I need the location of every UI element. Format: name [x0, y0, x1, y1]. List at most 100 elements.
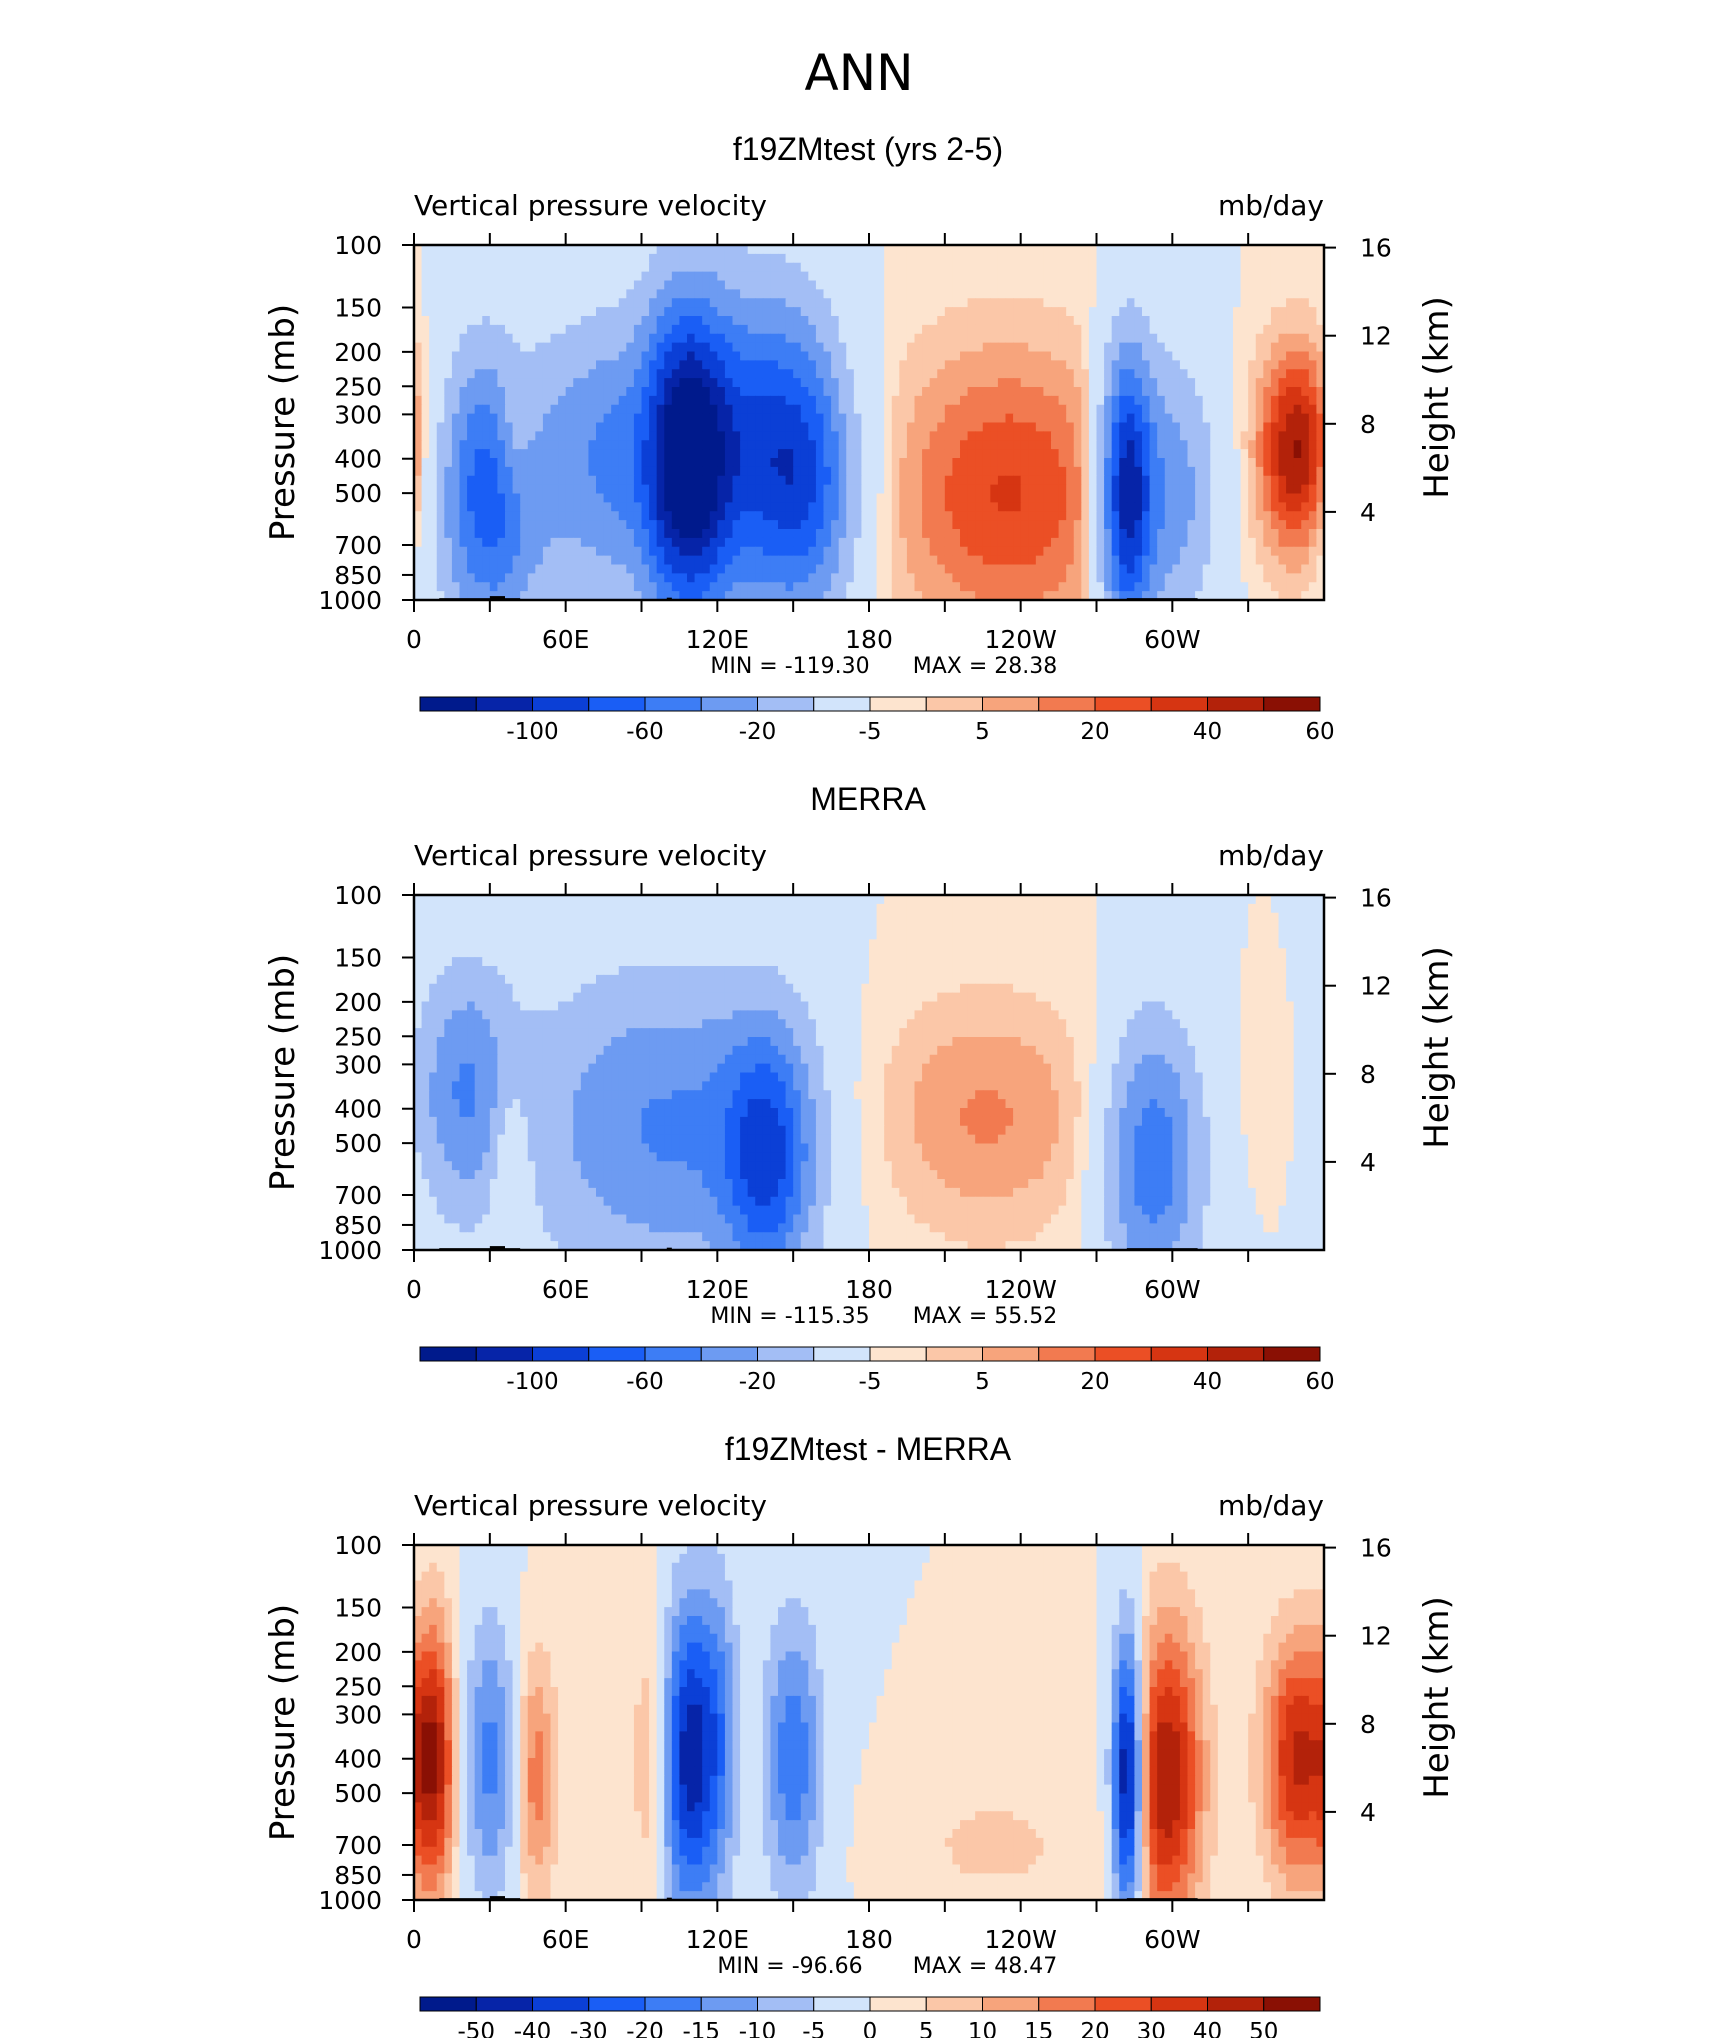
field-cell — [1081, 564, 1090, 574]
field-cell — [1066, 529, 1075, 539]
field-cell — [982, 369, 991, 379]
field-cell — [1217, 342, 1227, 353]
field-cell — [1225, 564, 1234, 574]
field-cell — [709, 298, 718, 308]
field-cell — [1263, 440, 1272, 450]
field-cell — [1270, 289, 1280, 299]
field-cell — [1278, 395, 1287, 406]
field-cell — [853, 280, 863, 290]
field-cell — [618, 378, 627, 388]
field-cell — [421, 298, 430, 308]
field-cell — [990, 298, 999, 308]
field-cell — [527, 431, 536, 441]
field-cell — [1035, 342, 1045, 353]
field-cell — [611, 307, 620, 317]
field-cell — [1005, 333, 1014, 344]
field-cell — [1005, 316, 1014, 326]
field-cell — [815, 573, 825, 583]
field-cell — [664, 493, 673, 503]
field-cell — [785, 307, 794, 317]
field-cell — [1096, 271, 1105, 282]
field-cell — [785, 537, 794, 548]
field-cell — [482, 895, 491, 905]
field-cell — [869, 422, 878, 432]
field-cell — [1225, 511, 1234, 521]
field-cell — [611, 342, 620, 353]
field-cell — [1316, 316, 1325, 326]
field-cell — [1005, 262, 1014, 273]
field-cell — [694, 378, 703, 388]
field-cell — [929, 324, 938, 335]
field-cell — [1058, 324, 1067, 335]
field-cell — [1149, 422, 1158, 432]
field-cell — [414, 591, 423, 601]
field-cell — [664, 511, 673, 521]
field-cell — [429, 440, 438, 450]
field-cell — [467, 360, 476, 370]
field-cell — [732, 351, 741, 361]
field-cell — [975, 333, 984, 344]
field-cell — [747, 298, 756, 308]
field-cell — [527, 404, 536, 415]
field-cell — [838, 582, 847, 592]
field-cell — [876, 466, 885, 477]
field-cell — [815, 555, 825, 566]
field-cell — [929, 529, 938, 539]
field-cell — [451, 387, 461, 397]
field-cell — [596, 895, 605, 905]
field-cell — [626, 493, 635, 503]
field-cell — [527, 271, 536, 282]
field-cell — [1013, 546, 1022, 557]
field-cell — [588, 458, 597, 468]
field-cell — [641, 520, 650, 530]
field-cell — [997, 537, 1007, 548]
field-cell — [618, 431, 627, 441]
field-cell — [952, 546, 961, 557]
field-cell — [982, 307, 991, 317]
field-cell — [937, 307, 946, 317]
field-cell — [489, 529, 499, 539]
field-cell — [1104, 458, 1113, 468]
field-cell — [542, 484, 552, 495]
field-cell — [459, 316, 468, 326]
field-cell — [1210, 271, 1219, 282]
field-cell — [944, 511, 954, 521]
field-cell — [1233, 564, 1242, 574]
field-cell — [451, 351, 461, 361]
field-cell — [1051, 493, 1060, 503]
field-cell — [1126, 245, 1136, 255]
field-cell — [641, 298, 650, 308]
field-cell — [853, 289, 863, 299]
field-cell — [1255, 307, 1264, 317]
field-cell — [778, 245, 787, 255]
field-cell — [732, 280, 741, 290]
field-cell — [1066, 537, 1075, 548]
field-cell — [1119, 262, 1128, 273]
field-cell — [1104, 511, 1113, 521]
field-cell — [444, 431, 453, 441]
field-cell — [444, 466, 453, 477]
field-cell — [869, 378, 878, 388]
field-cell — [876, 280, 885, 290]
field-cell — [1248, 351, 1257, 361]
field-cell — [1073, 271, 1082, 282]
field-cell — [1028, 245, 1037, 255]
field-cell — [459, 573, 468, 583]
field-cell — [1028, 484, 1037, 495]
field-cell — [899, 413, 908, 424]
field-cell — [618, 555, 627, 566]
field-cell — [1013, 307, 1022, 317]
field-cell — [944, 475, 954, 486]
field-cell — [497, 466, 506, 477]
field-cell — [535, 307, 544, 317]
field-cell — [618, 422, 627, 432]
field-cell — [1119, 466, 1128, 477]
field-cell — [823, 449, 832, 459]
field-cell — [747, 449, 756, 459]
field-cell — [1043, 413, 1052, 424]
field-cell — [1172, 387, 1181, 397]
field-cell — [618, 502, 627, 512]
field-cell — [1278, 475, 1287, 486]
field-cell — [747, 307, 756, 317]
field-cell — [656, 351, 665, 361]
